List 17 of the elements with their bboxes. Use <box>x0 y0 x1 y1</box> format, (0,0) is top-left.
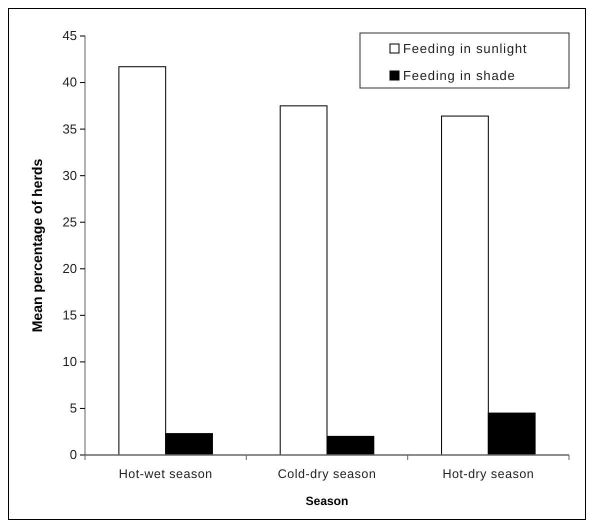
y-tick-label: 20 <box>62 260 77 276</box>
y-tick-label: 25 <box>62 214 77 230</box>
x-tick-label: Cold-dry season <box>278 466 376 481</box>
y-tick-label: 10 <box>62 354 77 370</box>
x-axis-title: Season <box>306 494 348 508</box>
y-tick-label: 35 <box>62 121 77 136</box>
y-tick-label: 5 <box>70 400 77 416</box>
y-tick-label: 0 <box>70 447 77 462</box>
y-axis-title: Mean percentage of herds <box>29 158 45 332</box>
y-tick-label: 45 <box>62 28 77 44</box>
y-tick-label: 15 <box>62 307 77 322</box>
x-tick-label: Hot-dry season <box>442 466 534 481</box>
legend-label: Feeding in shade <box>403 68 516 83</box>
legend-label: Feeding in sunlight <box>403 41 528 56</box>
x-tick-label: Hot-wet season <box>118 466 213 481</box>
y-tick-label: 30 <box>62 168 77 183</box>
y-tick-label: 40 <box>62 74 77 90</box>
